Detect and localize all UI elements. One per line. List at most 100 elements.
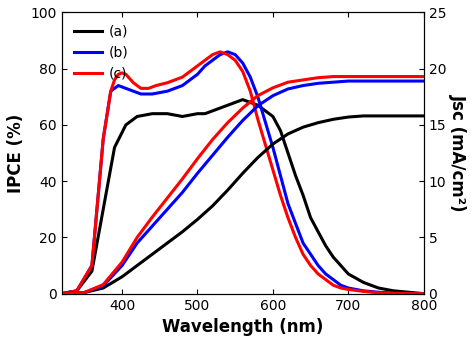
Line: (a): (a) (62, 99, 424, 294)
(a) (195, 111, 201, 116)
Line: (c): (c) (62, 52, 424, 294)
(c) (346, 287, 351, 292)
(c) (421, 292, 427, 296)
(a) (292, 174, 298, 178)
(a) (89, 269, 95, 273)
(b) (100, 137, 106, 141)
(c) (119, 71, 125, 75)
(c) (232, 58, 238, 62)
(c) (138, 86, 144, 91)
(b) (308, 252, 313, 256)
(a) (375, 286, 381, 290)
(b) (270, 145, 276, 150)
(c) (323, 277, 328, 282)
(a) (217, 106, 223, 110)
(b) (217, 52, 223, 57)
Legend: (a), (b), (c): (a), (b), (c) (69, 20, 134, 86)
(c) (300, 252, 306, 256)
(a) (278, 129, 283, 133)
X-axis label: Wavelength (nm): Wavelength (nm) (162, 318, 323, 336)
(a) (330, 255, 336, 259)
(b) (89, 263, 95, 268)
(c) (292, 235, 298, 239)
(a) (112, 145, 118, 150)
(b) (247, 75, 253, 79)
(b) (130, 89, 136, 93)
(b) (195, 72, 201, 76)
(c) (406, 292, 411, 296)
(b) (116, 83, 121, 87)
(c) (164, 81, 170, 85)
(c) (100, 137, 106, 141)
(b) (346, 286, 351, 290)
(b) (108, 89, 114, 93)
(a) (270, 115, 276, 119)
(a) (308, 216, 313, 220)
(a) (361, 280, 366, 284)
(b) (202, 64, 208, 68)
(b) (292, 221, 298, 225)
(b) (278, 174, 283, 178)
(a) (247, 100, 253, 105)
(a) (74, 289, 80, 293)
(b) (338, 283, 344, 287)
(c) (361, 289, 366, 294)
(b) (74, 289, 80, 293)
(a) (232, 100, 238, 105)
(a) (59, 292, 64, 296)
(c) (225, 52, 230, 57)
(c) (315, 272, 321, 276)
(a) (210, 109, 215, 113)
(c) (202, 58, 208, 62)
(c) (146, 86, 151, 91)
(b) (330, 277, 336, 282)
(a) (225, 103, 230, 107)
(b) (187, 78, 193, 82)
(c) (247, 89, 253, 93)
(c) (285, 216, 291, 220)
(c) (391, 291, 396, 295)
(c) (130, 81, 136, 85)
(b) (406, 291, 411, 295)
(a) (285, 151, 291, 155)
(b) (210, 58, 215, 62)
(a) (134, 115, 140, 119)
(c) (116, 72, 121, 76)
(b) (255, 95, 261, 99)
(b) (149, 92, 155, 96)
(c) (375, 291, 381, 295)
(a) (164, 111, 170, 116)
Y-axis label: IPCE (%): IPCE (%) (7, 114, 25, 193)
(c) (123, 72, 128, 76)
(b) (285, 202, 291, 206)
(c) (263, 143, 268, 147)
(c) (112, 78, 118, 82)
(c) (240, 69, 246, 73)
(a) (323, 244, 328, 248)
(b) (391, 291, 396, 295)
(a) (421, 292, 427, 296)
(c) (338, 286, 344, 290)
(b) (240, 61, 246, 65)
(c) (217, 50, 223, 54)
(a) (202, 111, 208, 116)
(b) (315, 263, 321, 268)
(a) (123, 123, 128, 127)
(b) (59, 292, 64, 296)
(a) (180, 115, 185, 119)
(b) (225, 50, 230, 54)
(c) (210, 52, 215, 57)
(c) (74, 289, 80, 293)
(c) (89, 263, 95, 268)
(c) (308, 263, 313, 268)
(c) (270, 168, 276, 172)
(c) (153, 83, 159, 87)
(b) (164, 89, 170, 93)
(b) (361, 289, 366, 293)
(b) (375, 290, 381, 294)
(b) (123, 86, 128, 91)
(c) (180, 75, 185, 79)
(b) (421, 292, 427, 296)
(b) (263, 120, 268, 124)
(c) (108, 89, 114, 93)
